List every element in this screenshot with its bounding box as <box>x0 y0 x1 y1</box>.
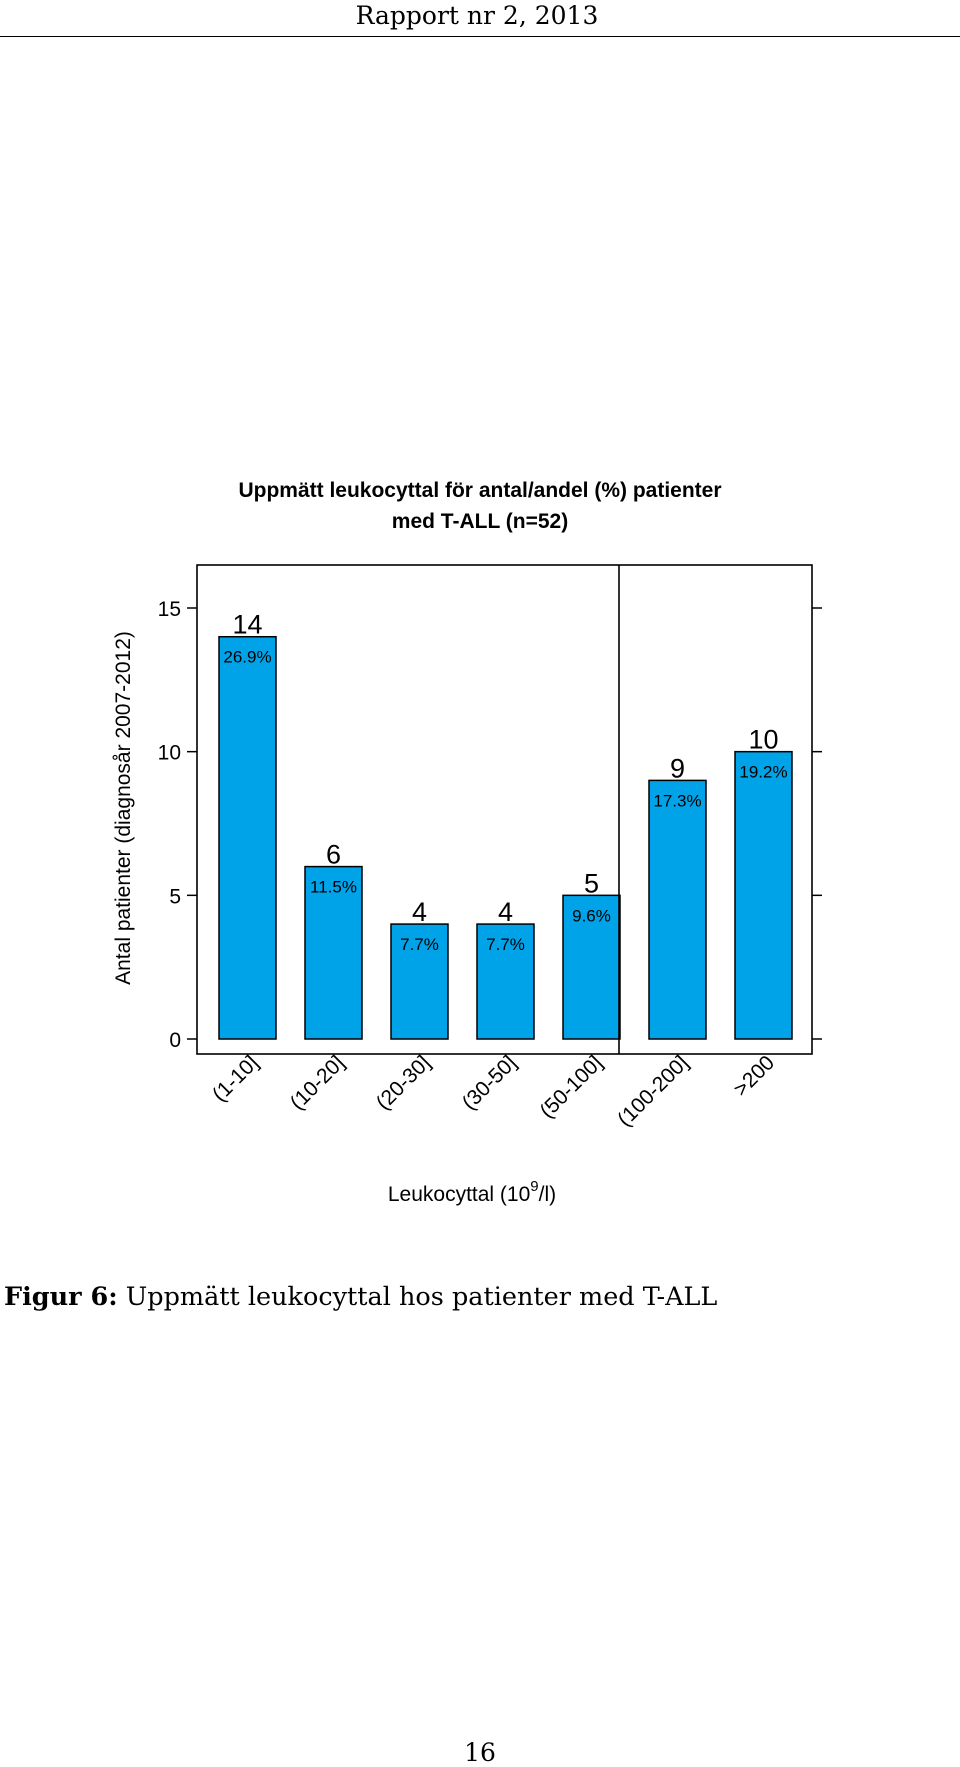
x-axis-title-main: Leukocyttal (10 <box>388 1183 530 1206</box>
bar-percent-label: 9.6% <box>572 906 611 925</box>
right-axis-ticks <box>812 607 822 1040</box>
x-tick-label: (30-50] <box>458 1051 521 1114</box>
running-title: Rapport nr 2, 2013 <box>355 1 599 30</box>
bar-count-label: 4 <box>412 897 427 927</box>
bar <box>648 779 707 1040</box>
bar-count-label: 5 <box>584 868 599 898</box>
x-axis-title: Leukocyttal (109/l) <box>388 1178 556 1206</box>
caption-text: Uppmätt leukocyttal hos patienter med T-… <box>125 1282 718 1312</box>
x-axis-title-sup: 9 <box>530 1178 538 1195</box>
bar-percent-label: 11.5% <box>310 878 357 897</box>
x-tick-label: >200 <box>729 1051 779 1101</box>
x-axis: (1-10] (10-20] (20-30] (30-50] (50-100] (100-… <box>208 1051 779 1131</box>
bar-percent-label: 19.2% <box>739 763 787 782</box>
bars: 14 26.9% 6 11.5% 4 7.7% 4 7.7% 5 9.6% 9 17.3% 10 19.2… <box>218 610 793 1040</box>
x-tick-label: (100-200] <box>613 1051 693 1131</box>
bar <box>390 923 449 1040</box>
bar-count-label: 9 <box>670 753 685 783</box>
bar <box>734 750 793 1040</box>
chart-title-line1: Uppmätt leukocyttal för antal/andel (%) … <box>238 479 721 502</box>
bar-count-label: 14 <box>232 610 262 640</box>
y-tick-label: 5 <box>169 885 181 908</box>
bar <box>562 894 621 1040</box>
x-axis-title-end: /l) <box>539 1183 557 1206</box>
figure-caption: Figur 6: Uppmätt leukocyttal hos patient… <box>4 1282 717 1312</box>
bar-percent-label: 7.7% <box>486 935 525 954</box>
x-tick-label: (50-100] <box>535 1051 607 1123</box>
bar-percent-label: 7.7% <box>400 935 439 954</box>
y-axis: 0 5 10 15 <box>158 598 197 1052</box>
x-tick-label: (1-10] <box>208 1051 263 1106</box>
bar-percent-label: 26.9% <box>223 648 271 667</box>
y-axis-title: Antal patienter (diagnosår 2007-2012) <box>112 631 135 985</box>
x-tick-label: (10-20] <box>286 1051 349 1114</box>
running-header: Rapport nr 2, 2013 <box>0 0 960 37</box>
y-tick-label: 15 <box>158 598 181 621</box>
page-number: 16 <box>464 1738 496 1767</box>
y-tick-label: 0 <box>169 1029 181 1052</box>
chart: Uppmätt leukocyttal för antal/andel (%) … <box>112 479 822 1206</box>
caption-label: Figur 6: <box>4 1282 118 1312</box>
bar-percent-label: 17.3% <box>653 791 701 810</box>
y-tick-label: 10 <box>158 742 181 765</box>
chart-title-line2: med T-ALL (n=52) <box>392 510 568 533</box>
bar <box>218 635 277 1040</box>
bar-count-label: 4 <box>498 897 513 927</box>
bar <box>304 865 363 1040</box>
bar <box>476 923 535 1040</box>
plot-frame <box>196 564 813 1055</box>
bar-count-label: 6 <box>326 840 341 870</box>
bar-count-label: 10 <box>748 725 778 755</box>
x-tick-label: (20-30] <box>372 1051 435 1114</box>
